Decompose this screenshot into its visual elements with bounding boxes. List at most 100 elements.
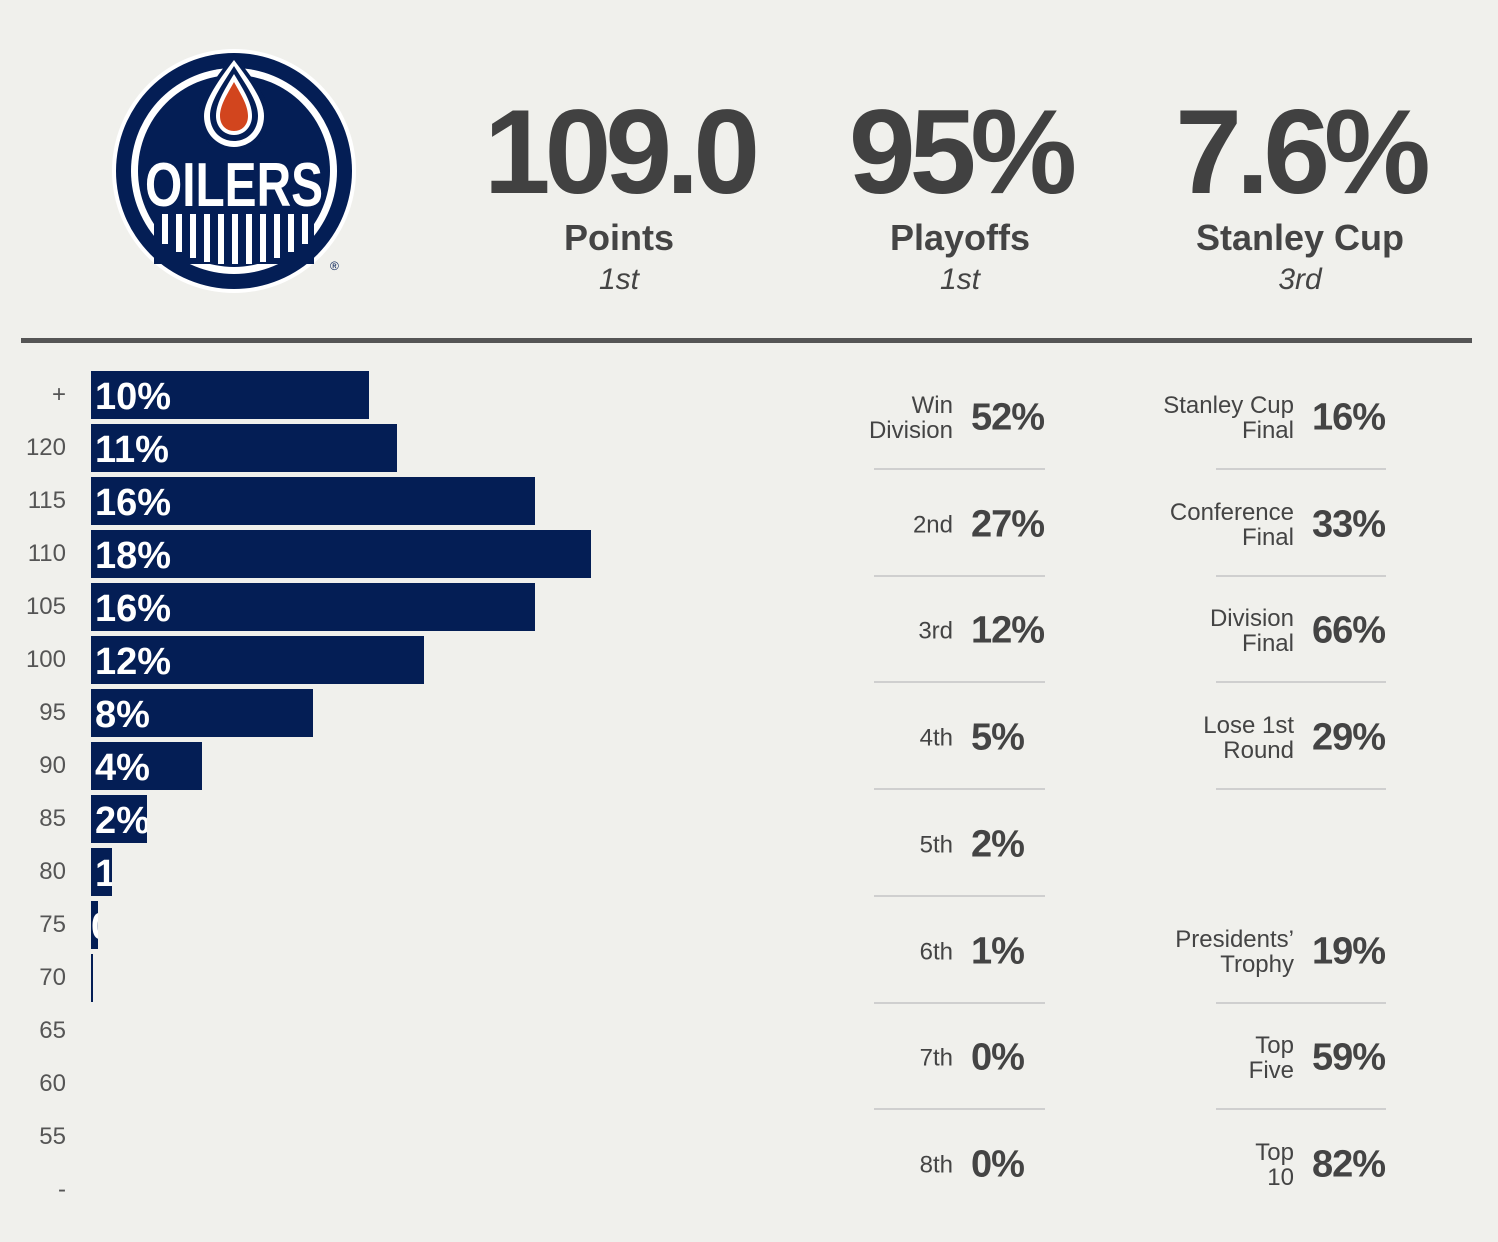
playoff-round-row-value: 16% [1312, 396, 1386, 439]
bar: 8% [91, 689, 313, 737]
bar-value-label: 8% [95, 694, 150, 736]
division-finish-row-value: 52% [971, 396, 1045, 439]
league-finish-row-label: Top Five [1248, 1032, 1294, 1084]
division-finish-row-label: 7th [919, 1044, 953, 1072]
bar-value-label: 11% [95, 429, 169, 471]
playoff-round-row-value: 29% [1312, 716, 1386, 759]
bar-value-label: 1% [95, 853, 112, 895]
playoff-round-row: Stanley Cup Final 16% [1163, 365, 1386, 471]
league-finish-row-label: Top 10 [1255, 1139, 1294, 1191]
row-divider [874, 575, 1045, 577]
row-divider [1216, 468, 1386, 470]
division-finish-row-value: 2% [971, 823, 1025, 866]
y-tick-label: - [58, 1176, 66, 1203]
league-finish-row-value: 19% [1312, 930, 1386, 973]
playoff-round-row: Division Final 66% [1210, 578, 1386, 684]
y-tick-label: 55 [39, 1123, 66, 1150]
playoff-round-row-label: Conference Final [1169, 499, 1294, 551]
stanley-cup-label: Stanley Cup [1195, 217, 1405, 258]
y-tick-label: 75 [39, 911, 66, 938]
oilers-logo: OILERS ® [112, 49, 356, 293]
division-finish-row: 7th 0% [874, 1005, 1045, 1111]
league-finish-row: Top 10 82% [1216, 1112, 1386, 1218]
playoff-round-row-label: Division Final [1209, 605, 1294, 657]
row-divider [1216, 1002, 1386, 1004]
header-divider [21, 338, 1472, 343]
row-divider [1216, 681, 1386, 683]
division-finish-row-value: 0% [971, 1143, 1025, 1186]
playoff-round-row-label: Stanley Cup Final [1163, 392, 1294, 444]
points-stat: 109.0 Points 1st [459, 92, 779, 300]
playoff-round-row-value: 66% [1312, 609, 1386, 652]
y-tick-label: 85 [39, 805, 66, 832]
points-value: 109.0 [483, 85, 760, 219]
stanley-cup-rank: 3rd [1278, 263, 1322, 296]
division-finish-row-label: 5th [919, 831, 953, 859]
division-finish-row: 5th 2% [874, 792, 1045, 898]
bar-value-label: 18% [95, 535, 172, 577]
division-finish-row-value: 5% [971, 716, 1025, 759]
row-divider [874, 468, 1045, 470]
bar: 10% [91, 371, 369, 419]
division-finish-row-label: 2nd [912, 511, 953, 539]
division-finish-row-value: 1% [971, 930, 1025, 973]
y-tick-label: + [51, 381, 66, 408]
league-finish-row: Top Five 59% [1216, 1005, 1386, 1111]
playoffs-stat: 95% Playoffs 1st [800, 92, 1120, 300]
y-tick-label: 100 [25, 646, 66, 673]
bar-value-label: 10% [95, 376, 172, 418]
bar-value-label: 16% [95, 482, 172, 524]
playoff-round-row: Lose 1st Round 29% [1203, 685, 1386, 791]
division-finish-row: 8th 0% [874, 1112, 1045, 1218]
division-finish-row-value: 0% [971, 1036, 1025, 1079]
division-finish-row-value: 27% [971, 503, 1045, 546]
division-finish-row: 2nd 27% [874, 472, 1045, 578]
y-tick-label: 80 [39, 858, 66, 885]
row-divider [874, 895, 1045, 897]
playoffs-value: 95% [848, 85, 1077, 219]
division-finish-row: Win Division 52% [869, 365, 1045, 471]
row-divider [1216, 1108, 1386, 1110]
playoffs-label: Playoffs [889, 217, 1031, 258]
bar: 4% [91, 742, 202, 790]
bar: 16% [91, 583, 535, 631]
league-finish-row: Presidents’ Trophy 19% [1175, 899, 1386, 1005]
bar: 11% [91, 424, 397, 472]
stanley-cup-value: 7.6% [1175, 85, 1431, 219]
bar: 0% [91, 901, 98, 949]
division-finish-row-value: 12% [971, 609, 1045, 652]
logo-wordmark: OILERS [145, 151, 323, 220]
division-finish-row-label: 3rd [918, 617, 953, 645]
row-divider [1216, 788, 1386, 790]
bar-value-label: 16% [95, 588, 172, 630]
row-divider [874, 1002, 1045, 1004]
bar: 18% [91, 530, 591, 578]
row-divider [874, 1108, 1045, 1110]
bar: 12% [91, 636, 424, 684]
y-tick-label: 95 [39, 699, 66, 726]
y-tick-label: 115 [27, 487, 66, 514]
division-finish-row: 3rd 12% [874, 578, 1045, 684]
bar-value-label: 2% [95, 800, 147, 842]
y-tick-label: 90 [39, 752, 66, 779]
division-finish-row: 4th 5% [874, 685, 1045, 791]
y-tick-label: 110 [27, 540, 66, 567]
division-finish-row-label: 4th [919, 724, 953, 752]
y-tick-label: 65 [39, 1017, 66, 1044]
stanley-cup-stat: 7.6% Stanley Cup 3rd [1140, 92, 1460, 300]
bar-value-label: 4% [95, 747, 150, 789]
svg-text:®: ® [330, 259, 339, 273]
division-finish-row-label: 6th [919, 938, 953, 966]
bar: 2% [91, 795, 147, 843]
division-finish-row-label: Win Division [868, 392, 953, 444]
row-divider [874, 681, 1045, 683]
bar: 1% [91, 848, 112, 896]
division-finish-row-label: 8th [919, 1151, 953, 1179]
row-divider [874, 788, 1045, 790]
y-tick-label: 70 [39, 964, 66, 991]
y-tick-label: 105 [25, 593, 66, 620]
league-finish-row-value: 82% [1312, 1143, 1386, 1186]
playoff-round-row-value: 33% [1312, 503, 1386, 546]
y-tick-label: 60 [39, 1070, 66, 1097]
row-divider [1216, 575, 1386, 577]
